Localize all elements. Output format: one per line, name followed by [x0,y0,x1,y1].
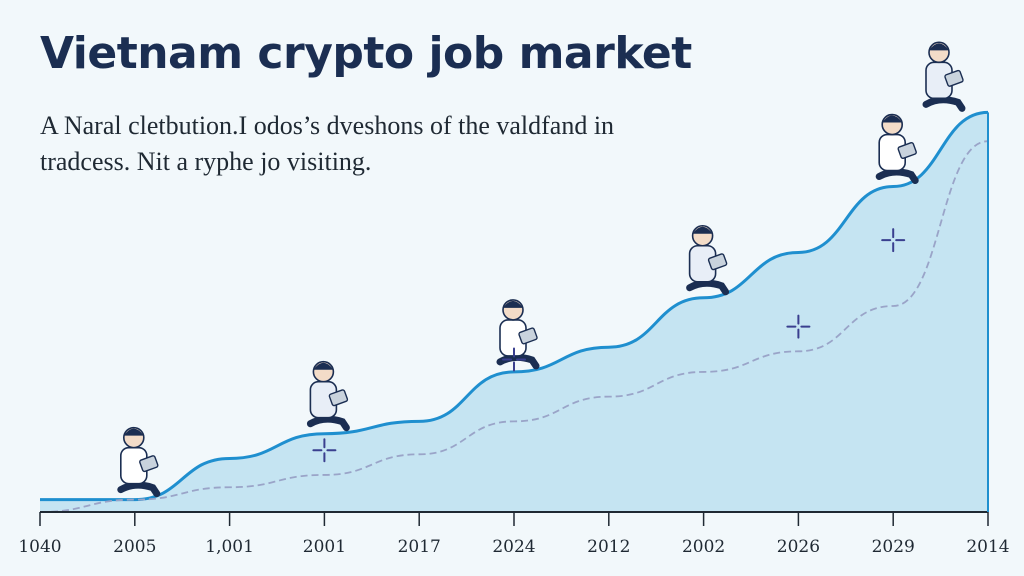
x-tick-label: 1,001 [205,537,254,557]
x-axis-ticks: 1040 2005 1,001 2001 2017 2024 2012 2002 2026 202… [18,512,1010,557]
sparkle-marker-icon [502,347,526,372]
x-tick-label: 2002 [682,537,725,557]
worker-figure-icon [496,299,540,370]
x-tick-label: 2026 [777,537,820,557]
chart-area-line [40,110,989,502]
worker-figure-icon [875,113,919,185]
sparkle-marker-icon [786,314,811,339]
chart-markers [312,228,906,463]
chart-subtitle: A Naral cletbution.I odos’s dveshons of … [40,108,640,180]
x-tick-label: 2012 [587,537,630,557]
subtitle-line-2: tradcess. Nit a ryphe jo visiting. [40,147,372,176]
x-tick-label: 2029 [872,537,915,557]
worker-figure-icon [922,41,966,112]
chart-trend-line [39,140,989,513]
x-tick-label: 1040 [18,537,61,557]
worker-figures [117,41,966,498]
subtitle-line-1: A Naral cletbution.I odos’s dveshons of … [40,111,615,140]
x-tick-label: 2024 [492,537,535,557]
sparkle-marker-icon [312,438,337,463]
x-tick-label: 2005 [113,537,156,557]
page-title: Vietnam crypto job market [40,28,692,79]
x-tick-label: 2001 [303,537,346,557]
worker-figure-icon [306,360,350,432]
worker-figure-icon [686,224,730,296]
x-tick-label: 2017 [398,537,441,557]
chart-area-fill [40,112,988,513]
sparkle-marker-icon [881,228,906,253]
worker-figure-icon [117,426,161,498]
x-tick-label: 2014 [966,537,1009,557]
